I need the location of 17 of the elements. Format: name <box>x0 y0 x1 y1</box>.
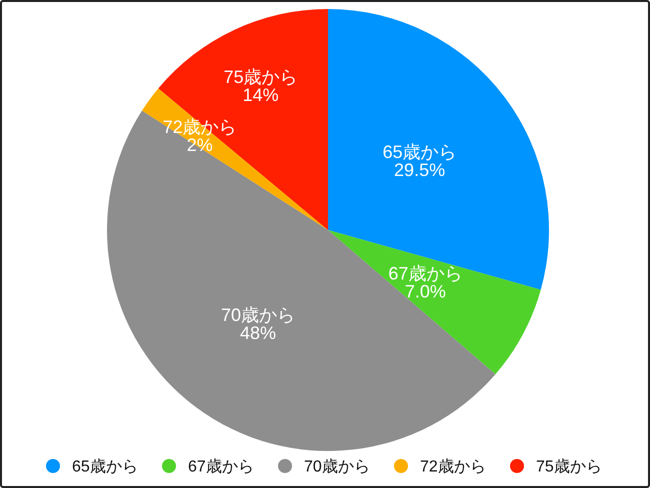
legend-label: 67歳から <box>188 458 254 476</box>
data-label: 48% <box>240 323 276 344</box>
pie-slice <box>107 110 496 451</box>
data-label: 14% <box>242 85 279 106</box>
legend-label: 72歳から <box>420 458 486 476</box>
slice-label: 75歳から <box>224 67 298 88</box>
data-label: 7.0% <box>404 282 446 302</box>
legend-label: 70歳から <box>304 458 370 476</box>
slice-label: 70歳から <box>220 305 295 326</box>
pie-slice <box>158 9 328 230</box>
slice-label: 67歳から <box>388 264 462 284</box>
legend-label: 75歳から <box>536 458 602 476</box>
slice-label: 65歳から <box>382 142 457 162</box>
slice-label: 72歳から <box>162 117 237 138</box>
data-label: 29.5% <box>394 160 446 180</box>
pie-slice <box>328 230 541 374</box>
legend-label: 65歳から <box>72 458 138 476</box>
